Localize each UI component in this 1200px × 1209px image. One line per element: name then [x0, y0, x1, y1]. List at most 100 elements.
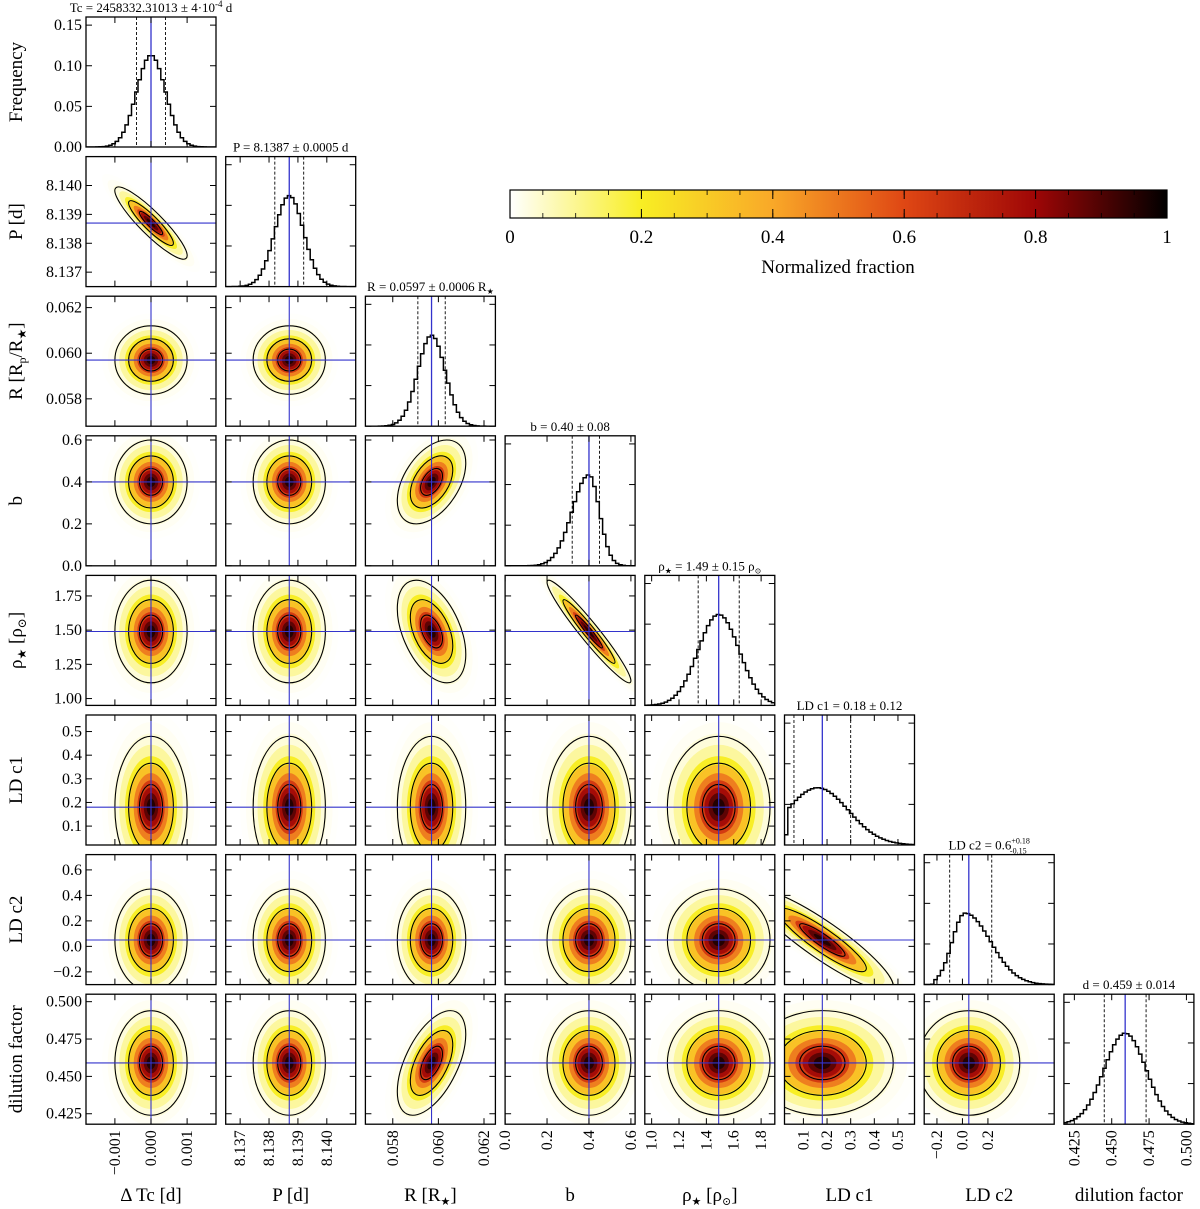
- x-tick-label: 8.139: [290, 1130, 307, 1166]
- y-tick-label: 0.0: [62, 938, 82, 955]
- panel-frame: [644, 714, 776, 846]
- panel-frame: [364, 295, 497, 427]
- panel-frame: [504, 993, 636, 1125]
- density-c2-d: [924, 994, 1055, 1125]
- panel-title-c1: LD c1 = 0.18 ± 0.12: [797, 698, 903, 713]
- contour-line: [409, 455, 454, 509]
- x-tick-label: 0.000: [143, 1130, 160, 1166]
- y-tick-label: 0.2: [62, 516, 82, 533]
- histogram-p: [225, 156, 356, 287]
- colorbar-label: Normalized fraction: [761, 257, 915, 278]
- density-p-d: [225, 994, 356, 1125]
- x-tick-label: 0.2: [539, 1130, 556, 1150]
- y-axis-label-3: b: [6, 496, 27, 506]
- x-axis-label-rho: ρ★ [ρ⊙]: [682, 1185, 737, 1208]
- panel-titles: Tc = 2458332.31013 ± 4·10-4 d P = 8.1387 …: [70, 0, 1176, 992]
- x-tick-label: 0.058: [385, 1130, 402, 1166]
- y-tick-label: 0.425: [46, 1106, 82, 1123]
- density-r-c1: [365, 715, 496, 845]
- density-p-rho: [225, 575, 356, 706]
- contour-line: [396, 1010, 467, 1116]
- x-tick-label: 0.001: [179, 1130, 196, 1166]
- x-tick-label: 1.6: [726, 1130, 743, 1150]
- density-r-b: [365, 435, 496, 566]
- y-tick-label: 0.10: [54, 58, 82, 75]
- density-r-rho: [365, 575, 496, 706]
- y-axis-label-7: dilution factor: [6, 1004, 27, 1113]
- y-tick-label: 0.0: [62, 558, 82, 575]
- y-tick-label: 8.139: [46, 206, 82, 223]
- contour-line: [409, 1029, 454, 1096]
- density-p-c2: [225, 854, 356, 985]
- colorbar-tick-label: 0.6: [892, 227, 916, 248]
- axis-labels: Δ Tc [d] P [d] R [R★] b ρ★ [ρ⊙] LD c1 LD c2 dil…: [6, 41, 1184, 1208]
- x-tick-label: 0.3: [843, 1130, 860, 1150]
- contour-line: [546, 579, 632, 684]
- panel-frame: [1063, 993, 1195, 1125]
- x-axis-label-r: R [R★]: [404, 1185, 457, 1208]
- y-tick-label: 0.15: [54, 17, 82, 34]
- y-tick-label: 0.475: [46, 1031, 82, 1048]
- x-tick-label: 1.8: [753, 1130, 770, 1150]
- y-tick-label: 1.00: [54, 691, 82, 708]
- contour-line: [562, 599, 616, 664]
- x-tick-label: 0.062: [476, 1130, 493, 1166]
- contour-line: [396, 579, 467, 684]
- colorbar-tick-label: 0.2: [630, 227, 654, 248]
- density-b-c1: [505, 715, 636, 845]
- histogram-steps-b: [505, 474, 636, 566]
- density-dtc-r: [86, 296, 216, 427]
- panel-title-p: P = 8.1387 ± 0.0005 d: [233, 140, 349, 155]
- density-r-d: [365, 994, 496, 1125]
- x-axis-label-p: P [d]: [272, 1185, 309, 1206]
- panel-frame: [364, 993, 497, 1125]
- x-tick-label: 8.140: [319, 1130, 336, 1166]
- histogram-rho: [644, 575, 775, 706]
- y-tick-label: 0.062: [46, 300, 82, 317]
- contour-line: [799, 923, 846, 957]
- contour-line: [396, 439, 467, 525]
- panel-frame: [225, 993, 357, 1125]
- histogram-c1: [784, 715, 915, 845]
- x-tick-label: −0.2: [929, 1130, 946, 1159]
- density-b-rho: [505, 575, 636, 706]
- y-axis-label-1: P [d]: [6, 203, 27, 240]
- density-dtc-d: [86, 994, 216, 1125]
- x-tick-label: 0.4: [581, 1130, 598, 1150]
- panel-frame: [644, 993, 776, 1125]
- density-p-b: [225, 435, 356, 566]
- contour-line: [420, 467, 444, 496]
- panel-frame: [783, 853, 916, 986]
- x-tick-label: 0.500: [1178, 1130, 1195, 1166]
- density-dtc-b: [86, 435, 216, 566]
- y-tick-label: 0.2: [62, 913, 82, 930]
- y-tick-label: 0.05: [54, 98, 82, 115]
- density-c1-c2: [784, 854, 915, 985]
- panel-frame: [364, 574, 497, 707]
- histogram-b: [505, 435, 636, 566]
- histogram-steps-d: [1063, 1032, 1194, 1125]
- y-tick-label: 8.140: [46, 178, 82, 195]
- panel-frame: [504, 714, 636, 846]
- y-axis-label-4: ρ★ [ρ⊙]: [6, 612, 29, 669]
- x-tick-label: 0.4: [866, 1130, 883, 1150]
- histogram-r: [365, 296, 496, 427]
- histogram-steps-c1: [784, 787, 915, 845]
- x-tick-label: 0.5: [890, 1130, 907, 1150]
- y-tick-label: 1.50: [54, 622, 82, 639]
- density-dtc-p: [86, 156, 216, 287]
- x-tick-label: 1.4: [698, 1130, 715, 1150]
- panel-frame: [504, 435, 636, 567]
- y-tick-label: 8.138: [46, 235, 82, 252]
- contour-line: [128, 200, 174, 246]
- x-axis-label-c2: LD c2: [965, 1185, 1013, 1206]
- density-rho-c2: [644, 854, 775, 985]
- density-dtc-rho: [86, 575, 216, 706]
- panel-frame: [923, 993, 1055, 1125]
- y-tick-label: 0.058: [46, 391, 82, 408]
- contour-line: [420, 1045, 444, 1081]
- panel-frame: [504, 853, 636, 986]
- histogram-dtc: [86, 17, 216, 147]
- density-dtc-c1: [86, 715, 216, 845]
- x-tick-label: 0.425: [1066, 1130, 1083, 1166]
